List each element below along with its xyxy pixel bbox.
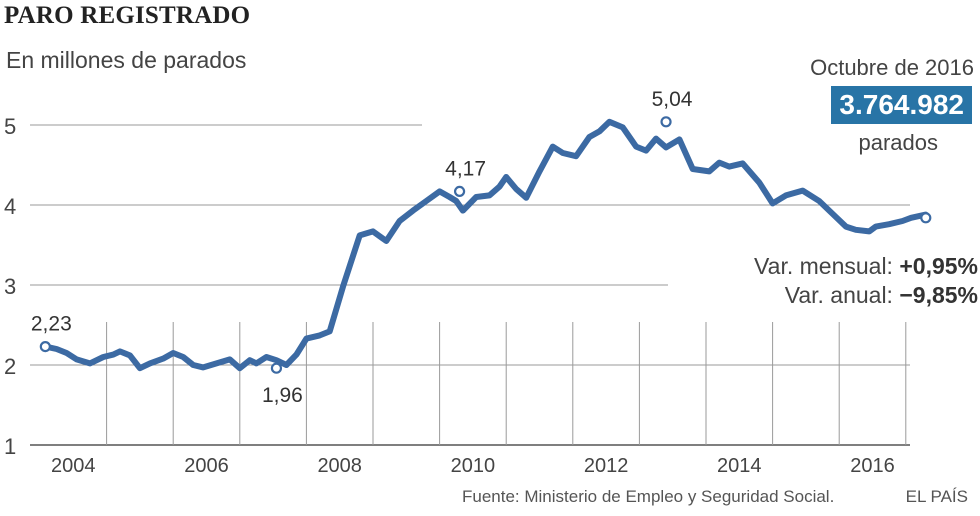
chart-subtitle: En millones de parados <box>6 47 247 73</box>
latest-value-badge: 3.764.982 <box>831 86 972 124</box>
y-tick-label: 4 <box>4 194 16 219</box>
brand-logo-text: EL PAÍS <box>905 487 968 506</box>
annotated-point <box>920 212 932 224</box>
annotated-point <box>270 362 283 374</box>
x-tick-label: 2004 <box>51 455 96 477</box>
x-tick-label: 2008 <box>317 455 362 477</box>
point-label: 1,96 <box>262 384 303 407</box>
y-tick-label: 2 <box>4 354 16 379</box>
point-layer <box>39 116 932 374</box>
grid-layer <box>30 124 910 446</box>
x-tick-label: 2014 <box>717 455 762 477</box>
annual-variation-label: Var. anual: <box>784 282 893 308</box>
annotated-point <box>39 341 51 353</box>
variation-block: Var. mensual: +0,95% Var. anual: −9,85% <box>754 252 978 310</box>
annotated-point <box>660 116 672 128</box>
latest-date-label: Octubre de 2016 <box>810 55 974 80</box>
label-layer: 1 2 3 4 5 2004 2006 2008 2010 2012 2014 2016 2,23 1,9… <box>4 88 895 477</box>
monthly-variation-value: +0,95% <box>899 253 978 279</box>
x-tick-label: 2010 <box>451 455 496 477</box>
monthly-variation-label: Var. mensual: <box>754 253 893 279</box>
x-tick-label: 2012 <box>584 455 629 477</box>
annotated-point <box>453 185 466 197</box>
point-label: 4,17 <box>445 157 486 180</box>
y-tick-label: 3 <box>4 274 16 299</box>
y-tick-label: 1 <box>4 434 16 459</box>
point-label: 5,04 <box>652 88 693 111</box>
latest-unit-label: parados <box>858 130 938 155</box>
annual-variation: Var. anual: −9,85% <box>754 281 978 310</box>
point-label: 2,23 <box>31 313 72 336</box>
annual-variation-value: −9,85% <box>899 282 978 308</box>
line-layer <box>42 118 929 372</box>
x-tick-label: 2006 <box>184 455 229 477</box>
x-tick-label: 2016 <box>850 455 895 477</box>
y-tick-label: 5 <box>4 114 16 139</box>
series-line <box>42 118 929 372</box>
monthly-variation: Var. mensual: +0,95% <box>754 252 978 281</box>
chart-title: PARO REGISTRADO <box>4 2 251 29</box>
source-note: Fuente: Ministerio de Empleo y Seguridad… <box>462 487 835 506</box>
